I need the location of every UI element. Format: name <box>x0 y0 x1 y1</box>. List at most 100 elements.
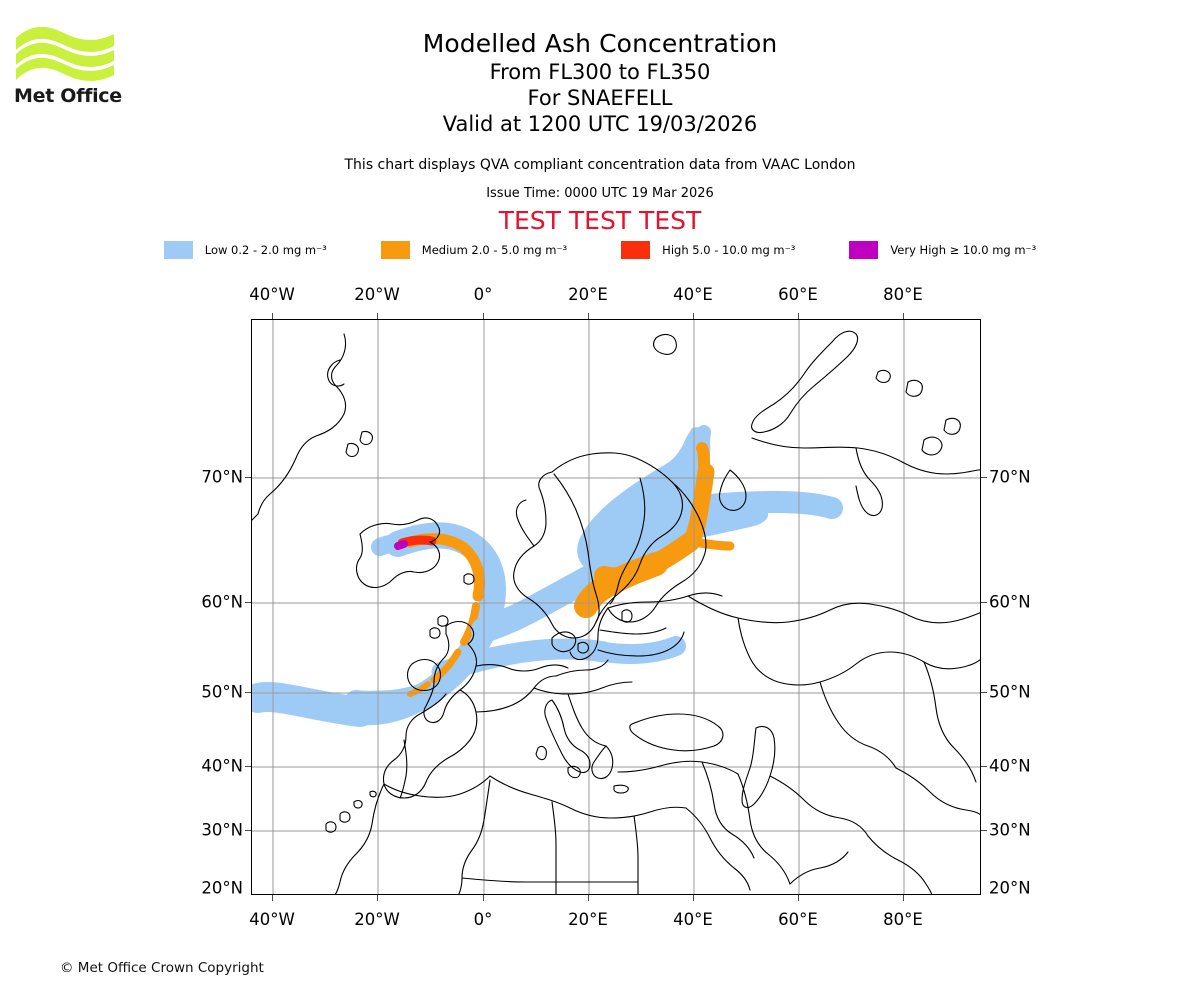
coastline-denmark <box>551 631 577 653</box>
border-central-europe <box>533 681 633 695</box>
plume-source-very-high <box>394 540 408 550</box>
tick-lon-60E-bottom <box>798 895 799 901</box>
axis-label-lat-40N-left: 40°N <box>201 756 243 776</box>
axis-label-lat-20N-right: 20°N <box>989 878 1031 898</box>
axis-label-lon-20W-bottom: 20°W <box>354 910 400 929</box>
legend-item-medium: Medium 2.0 - 5.0 mg m⁻³ <box>380 240 568 260</box>
border-sahara-line <box>461 877 639 883</box>
coastline-black-sea <box>629 713 724 752</box>
coastline-greece <box>591 745 614 780</box>
border-africa-algeria <box>458 779 491 894</box>
axis-label-lat-60N-right: 60°N <box>989 592 1031 612</box>
border-balkans <box>567 693 607 747</box>
border-africa-egypt <box>633 815 639 894</box>
border-central-asia <box>819 681 897 769</box>
volcano-name-line: For SNAEFELL <box>527 86 673 110</box>
border-arabia <box>737 773 791 885</box>
legend-label-very-high: Very High ≥ 10.0 mg m⁻³ <box>890 243 1037 257</box>
legend-item-low: Low 0.2 - 2.0 mg m⁻³ <box>163 240 327 260</box>
coastline-arabian-sea <box>867 835 933 894</box>
coastline-morocco <box>334 783 385 894</box>
tick-lon-20W-bottom <box>377 895 378 901</box>
tick-lat-50N-right <box>981 692 987 693</box>
copyright-notice: © Met Office Crown Copyright <box>60 960 264 976</box>
tick-lon-40E-bottom <box>693 895 694 901</box>
axis-label-lat-70N-left: 70°N <box>201 467 243 487</box>
coastline-caspian <box>741 725 776 809</box>
map-gridlines <box>252 320 980 894</box>
coastline-gotland <box>621 609 633 623</box>
coastline-iberia-south <box>383 775 491 798</box>
tick-lon-80E-bottom <box>903 895 904 901</box>
axis-label-lat-30N-right: 30°N <box>989 820 1031 840</box>
coastline-gulf-finland <box>607 592 723 609</box>
tick-lat-60N-left <box>245 602 251 603</box>
axis-label-lat-50N-left: 50°N <box>201 682 243 702</box>
tick-lon-40E-top <box>693 313 694 319</box>
coastline-canaries <box>339 811 351 823</box>
axis-label-lon-20W-top: 20°W <box>354 285 400 304</box>
coastline-hebrides <box>429 627 441 639</box>
plume-iceland-core-medium-3 <box>430 648 462 684</box>
tick-lon-20E-bottom <box>588 895 589 901</box>
coastline-baltic-states <box>569 607 609 661</box>
axis-label-lon-0-top: 0° <box>473 285 493 304</box>
coastline-azores <box>353 800 363 809</box>
border-russia-south <box>687 595 980 624</box>
plume-finland-low <box>577 427 769 578</box>
flight-level-line: From FL300 to FL350 <box>489 60 711 84</box>
coastline-svalbard <box>653 333 677 355</box>
axis-label-lat-70N-right: 70°N <box>989 467 1031 487</box>
coastline-crete <box>613 784 629 794</box>
axis-label-lat-30N-left: 30°N <box>201 820 243 840</box>
ash-plume-layer <box>252 425 843 727</box>
axis-label-lat-60N-left: 60°N <box>201 592 243 612</box>
axis-label-lon-20E-bottom: 20°E <box>568 910 608 929</box>
legend-swatch-low <box>163 241 193 259</box>
coastline-greenland-inner <box>327 359 345 387</box>
legend-swatch-high <box>621 241 651 259</box>
valid-time-line: Valid at 1200 UTC 19/03/2026 <box>442 112 758 136</box>
coastline-finland-russia <box>607 481 707 623</box>
chart-title-block: Modelled Ash Concentration From FL300 to… <box>0 28 1200 137</box>
tick-lon-40W-top <box>272 313 273 319</box>
tick-lon-60E-top <box>798 313 799 319</box>
coastline-canaries-2 <box>325 821 337 833</box>
legend-label-medium: Medium 2.0 - 5.0 mg m⁻³ <box>421 243 568 257</box>
plume-finland-south-core-medium <box>574 552 668 618</box>
map-frame <box>251 319 981 895</box>
coastline-faroes <box>463 573 475 585</box>
border-india-north <box>895 767 980 816</box>
coastline-france-iberia <box>382 689 478 799</box>
tick-lat-70N-right <box>981 477 987 478</box>
coastline-madeira <box>369 790 377 798</box>
legend-label-low: Low 0.2 - 2.0 mg m⁻³ <box>204 243 327 257</box>
coastline-iceland <box>355 517 441 589</box>
axis-label-lat-40N-right: 40°N <box>989 756 1031 776</box>
met-office-waves-logo-icon <box>16 26 114 81</box>
coastline-ireland <box>406 658 442 692</box>
coastline-novaya-zemlya <box>751 330 859 434</box>
border-spain-portugal <box>399 739 408 799</box>
coastline-russia-arctic-inlet <box>855 447 883 517</box>
legend-swatch-medium <box>380 241 410 259</box>
plume-biscay-low <box>344 674 450 715</box>
met-office-wordmark: Met Office <box>14 85 122 107</box>
border-baltic-inner <box>599 627 667 635</box>
plume-finland-core-top-medium <box>696 442 710 472</box>
coastline-great-britain <box>423 620 478 724</box>
axis-label-lon-80E-top: 80°E <box>883 285 923 304</box>
tick-lon-80E-top <box>903 313 904 319</box>
border-china-west <box>923 661 977 783</box>
coastline-arctic-isle-a <box>905 379 923 397</box>
border-norway-sweden <box>553 473 600 623</box>
tick-lat-70N-left <box>245 477 251 478</box>
tick-lon-20W-top <box>377 313 378 319</box>
axis-label-lon-40W-bottom: 40°W <box>249 910 295 929</box>
plume-north-sea-low <box>431 638 615 683</box>
coastline-greenland-isle-2 <box>345 442 359 458</box>
border-iran <box>769 775 869 837</box>
border-germany-poland <box>555 659 609 677</box>
axis-label-lon-60E-bottom: 60°E <box>778 910 818 929</box>
legend-item-high: High 5.0 - 10.0 mg m⁻³ <box>621 240 795 260</box>
